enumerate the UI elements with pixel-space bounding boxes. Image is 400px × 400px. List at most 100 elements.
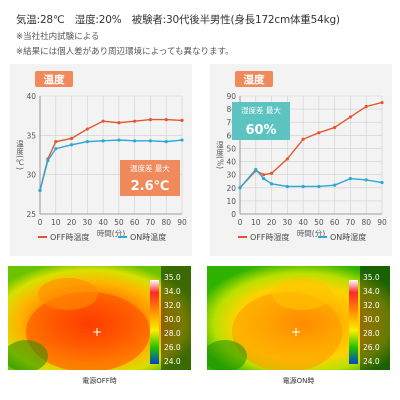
data-point-on <box>54 147 58 151</box>
y-axis-label: 温度(℃) <box>15 140 24 170</box>
data-point-off <box>85 127 89 131</box>
legend-label-on: ON時湿度 <box>330 232 366 242</box>
scale-tick-label: 24.0 <box>164 357 181 366</box>
scale-tick-label: 34.0 <box>164 287 181 296</box>
x-axis-label: 時間(分) <box>97 229 125 238</box>
max-difference-value: 60% <box>245 123 276 138</box>
scale-tick-label: 30.0 <box>164 315 181 324</box>
temperature-chart: 温度 25 30 35 40 0 10 20 30 40 50 60 70 80 90 時間(分) 温度(℃) 温… <box>15 71 187 242</box>
data-point-off <box>262 173 266 177</box>
data-point-off <box>54 140 58 144</box>
x-tick-label: 30 <box>83 218 93 227</box>
temperature-scale-bar <box>150 280 159 364</box>
y-axis-label: 湿度(%) <box>215 141 224 169</box>
data-point-on <box>69 143 74 147</box>
thermal-image-on-svg: 35.0 34.0 32.0 30.0 28.0 26.0 24.0 <box>207 266 390 370</box>
data-point-on <box>38 188 42 192</box>
scale-tick-label: 32.0 <box>164 301 181 310</box>
scale-tick-label: 26.0 <box>164 343 181 352</box>
x-tick-label: 0 <box>38 218 43 227</box>
y-tick-label: 10 <box>226 197 236 206</box>
y-tick-label: 30 <box>26 171 36 180</box>
y-tick-label: 40 <box>26 92 36 101</box>
scale-tick-label: 28.0 <box>164 329 181 338</box>
chart-title-badge <box>235 71 273 87</box>
series-line-on <box>239 168 383 189</box>
chart-title: 温度 <box>44 73 65 86</box>
scale-tick-label: 35.0 <box>164 273 181 282</box>
chart-title-badge <box>35 71 73 87</box>
x-tick-label: 80 <box>361 218 371 227</box>
x-tick-label: 70 <box>146 218 156 227</box>
note-in-house-test: ※当社社内試験による <box>16 32 100 42</box>
data-point-on <box>117 138 121 142</box>
thermal-body-region <box>232 292 342 370</box>
x-tick-label: 0 <box>238 218 243 227</box>
x-tick-label: 50 <box>114 218 124 227</box>
scale-label-strip <box>360 266 390 370</box>
y-tick-label: 35 <box>26 131 36 140</box>
y-tick-label: 0 <box>231 210 236 219</box>
thermal-image-power-off: 35.0 34.0 32.0 30.0 28.0 26.0 24.0 <box>8 266 191 370</box>
legend-label-off: OFF時温度 <box>50 232 90 242</box>
max-difference-box <box>120 160 180 196</box>
data-point-off <box>164 118 168 122</box>
scale-tick-label: 30.0 <box>363 315 380 324</box>
data-point-off <box>180 118 184 122</box>
y-tick-label: 40 <box>226 158 236 167</box>
data-point-off <box>380 100 384 105</box>
scale-label-strip <box>161 266 191 370</box>
legend-label-off: OFF時湿度 <box>250 232 290 242</box>
data-point-on <box>269 182 274 186</box>
data-point-off <box>133 119 137 123</box>
max-difference-label: 湿度差 最大 <box>241 105 281 115</box>
data-point-on <box>254 167 258 172</box>
x-tick-label: 60 <box>330 218 340 227</box>
caption-power-on: 電源ON時 <box>282 377 315 385</box>
data-point-on <box>238 186 242 190</box>
data-point-off <box>364 104 368 109</box>
data-point-off <box>317 131 321 135</box>
data-point-on <box>348 177 353 181</box>
data-point-on <box>180 138 184 142</box>
thermal-head-region <box>38 278 98 310</box>
data-point-off <box>285 157 289 161</box>
data-point-off <box>101 119 105 123</box>
y-tick-label: 50 <box>226 144 236 153</box>
thermal-head-region <box>272 278 332 310</box>
y-tick-label: 80 <box>226 105 236 114</box>
x-tick-label: 50 <box>314 218 324 227</box>
scale-tick-label: 32.0 <box>363 301 380 310</box>
max-difference-label: 温度差 最大 <box>130 163 170 173</box>
thermal-cool-region <box>8 340 48 370</box>
humidity-chart: 湿度 0 10 20 30 40 50 60 70 80 90 0 10 20 30 40 50 60 70 80 90… <box>215 71 387 242</box>
y-tick-label: 20 <box>226 184 236 193</box>
data-point-on <box>333 183 337 187</box>
data-point-on <box>364 178 368 182</box>
scale-tick-label: 24.0 <box>363 357 380 366</box>
max-difference-box <box>232 102 290 140</box>
legend-label-on: ON時温度 <box>130 232 166 242</box>
x-tick-label: 20 <box>67 218 77 227</box>
max-difference-value: 2.6℃ <box>131 179 170 194</box>
scale-tick-label: 28.0 <box>363 329 380 338</box>
x-tick-label: 70 <box>346 218 356 227</box>
data-point-off <box>269 171 274 175</box>
x-tick-label: 20 <box>267 218 277 227</box>
thermal-image-power-on: 35.0 34.0 32.0 30.0 28.0 26.0 24.0 <box>207 266 390 370</box>
y-tick-label: 25 <box>26 210 36 219</box>
data-point-on <box>262 177 266 181</box>
y-tick-label: 90 <box>226 92 236 101</box>
data-point-on <box>380 180 384 185</box>
note-individual-differences: ※結果には個人差があり周辺環境によっても異なります。 <box>16 47 234 57</box>
scale-tick-label: 34.0 <box>363 287 380 296</box>
thermal-cool-region <box>207 340 247 370</box>
chart-title: 湿度 <box>244 73 265 86</box>
humidity-chart-panel: 湿度 0 10 20 30 40 50 60 70 80 90 0 10 20 30 40 50 60 70 80 90… <box>210 64 392 256</box>
data-point-off <box>348 115 353 119</box>
y-tick-label: 60 <box>226 131 236 140</box>
data-point-on <box>85 140 89 144</box>
data-point-on <box>148 139 153 143</box>
thermal-body-region <box>26 292 150 370</box>
data-point-off <box>301 137 305 141</box>
